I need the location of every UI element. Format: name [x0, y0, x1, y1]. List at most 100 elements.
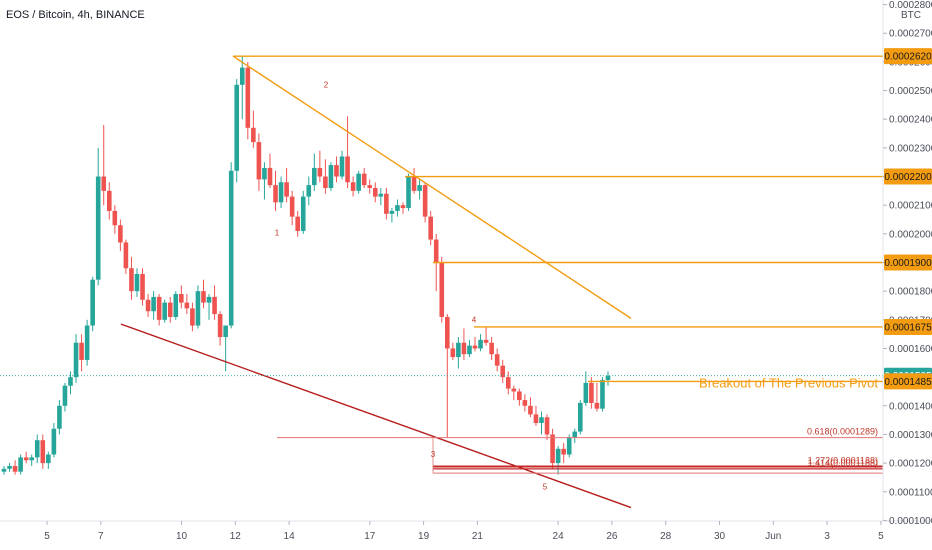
candle-body	[544, 417, 550, 435]
y-tick-label: 0.0002000	[889, 229, 932, 240]
y-tick-label: 0.0001200	[889, 459, 932, 470]
labels: 0.618(0.0001289) 1.272(0.0001188)1.414(0.…	[275, 81, 879, 492]
wave-label: 3	[431, 450, 436, 459]
candle-body	[245, 67, 251, 128]
x-tick-label: 7	[98, 531, 104, 542]
candle-body	[500, 365, 506, 378]
candle-body	[494, 354, 500, 366]
candle-body	[134, 273, 140, 292]
candle-body	[79, 342, 84, 360]
candle-body	[583, 382, 589, 403]
candle-body	[1, 468, 7, 472]
candle-body	[522, 400, 528, 406]
candles	[1, 56, 611, 475]
candle-body	[317, 167, 323, 177]
chart-title: EOS / Bitcoin, 4h, BINANCE	[6, 9, 145, 21]
candle-body	[212, 296, 217, 315]
candle-body	[328, 165, 334, 188]
y-tick-label: 0.0002700	[889, 29, 932, 40]
candle-body	[151, 296, 156, 312]
candle-body	[106, 190, 112, 211]
candle-body	[345, 156, 350, 183]
x-tick-label: Jun	[765, 531, 781, 542]
candle-body	[406, 176, 411, 209]
candle-body	[140, 273, 145, 300]
candle-body	[68, 377, 73, 386]
candle-body	[461, 342, 467, 355]
candle-body	[400, 205, 406, 209]
candle-body	[228, 170, 234, 326]
x-tick-label: 30	[714, 531, 726, 542]
y-tick-label: 0.0002500	[889, 86, 932, 97]
candle-body	[23, 457, 29, 461]
candle-body	[478, 339, 483, 349]
candle-body	[339, 156, 345, 177]
candle-body	[29, 457, 35, 461]
candle-body	[145, 299, 151, 312]
candle-body	[594, 402, 600, 409]
x-tick-label: 17	[364, 531, 376, 542]
candle-body	[179, 294, 184, 303]
candle-body	[605, 375, 611, 381]
wave-label: 2	[324, 81, 329, 90]
y-tick-label: 0.0001600	[889, 344, 932, 355]
candle-body	[334, 165, 339, 177]
candle-body	[284, 182, 289, 197]
candle-body	[251, 127, 256, 143]
candle-body	[422, 185, 428, 217]
y-tick-label: 0.0002800	[889, 0, 932, 11]
candle-body	[12, 465, 18, 472]
candle-body	[223, 325, 228, 338]
candle-body	[295, 216, 300, 231]
candle-body	[95, 176, 101, 280]
candle-body	[184, 302, 190, 309]
candle-body	[467, 345, 472, 355]
candle-body	[417, 185, 422, 191]
y-tick-label: 0.0002400	[889, 115, 932, 126]
price-tag-bg	[884, 48, 932, 65]
price-tag-label: 0.0001900	[884, 258, 932, 269]
x-tick-label: 5	[44, 531, 50, 542]
candle-body	[372, 187, 378, 197]
candle-body	[267, 167, 273, 186]
candle-body	[600, 380, 605, 409]
price-tag-label: 0.0001485	[884, 377, 932, 388]
price-tag-label: 0.0002620	[884, 52, 932, 63]
candle-body	[561, 448, 566, 455]
descending-trendline	[232, 55, 632, 319]
candle-body	[51, 428, 57, 455]
candle-body	[84, 325, 90, 360]
candle-body	[156, 296, 162, 320]
candle-body	[472, 345, 478, 349]
candle-body	[195, 291, 201, 326]
candle-body	[57, 405, 62, 429]
candle-body	[439, 262, 445, 317]
candle-body	[361, 173, 367, 186]
price-tag-bg	[884, 168, 932, 185]
price-tag-label: 0.0001675	[884, 322, 932, 333]
candle-body	[112, 210, 118, 226]
candle-body	[533, 414, 539, 423]
candle-body	[234, 84, 240, 171]
candle-body	[162, 302, 167, 320]
candle-body	[555, 448, 561, 464]
candle-body	[411, 176, 417, 191]
candle-body	[7, 465, 12, 469]
y-tick-label: 0.0002300	[889, 143, 932, 154]
x-tick-label: 5	[878, 531, 884, 542]
candle-body	[456, 342, 461, 358]
candle-body	[433, 239, 439, 263]
candle-body	[367, 185, 373, 188]
currency-label: BTC	[901, 10, 921, 21]
candle-body	[528, 405, 533, 415]
candle-body	[201, 291, 206, 303]
x-tick-label: 21	[472, 531, 484, 542]
candle-body	[46, 454, 51, 464]
candle-body	[273, 185, 278, 203]
candle-body	[123, 242, 129, 269]
y-tick-label: 0.0001000	[889, 516, 932, 527]
candle-body	[572, 431, 578, 438]
x-tick-label: 19	[418, 531, 430, 542]
